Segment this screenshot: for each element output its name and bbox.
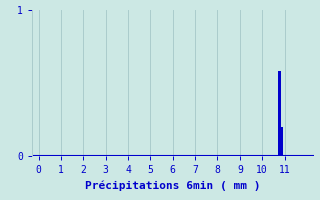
- Bar: [278, 71, 280, 156]
- X-axis label: Précipitations 6min ( mm ): Précipitations 6min ( mm ): [85, 181, 260, 191]
- Bar: [280, 71, 281, 156]
- Bar: [281, 127, 283, 156]
